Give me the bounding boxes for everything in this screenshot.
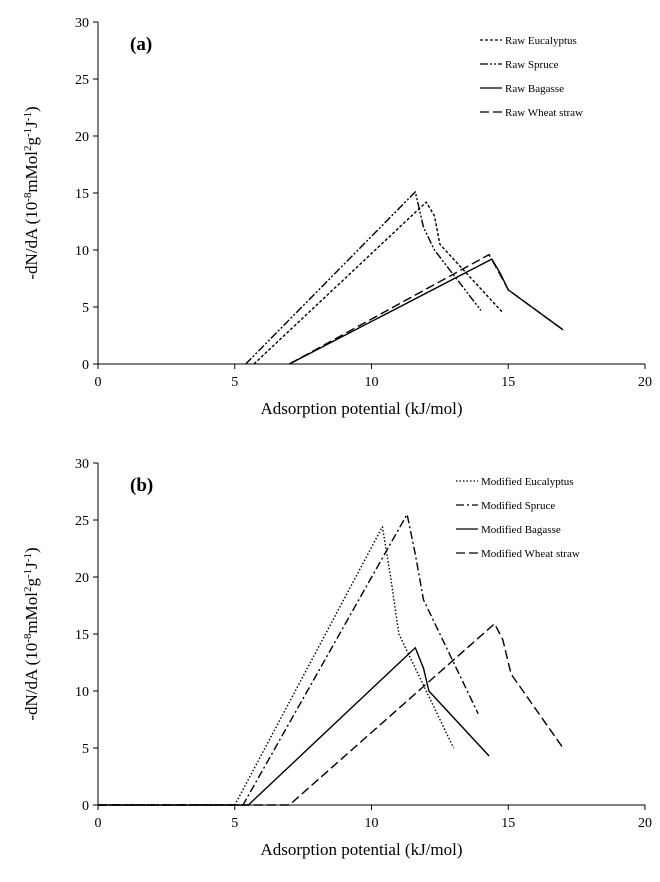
- y-axis-title-superscript: -1: [22, 553, 34, 562]
- series-line-modified-wheat-straw: [98, 623, 564, 806]
- series-line-modified-bagasse: [98, 647, 490, 806]
- panel-label: (a): [130, 34, 152, 55]
- y-axis-title-superscript: 2: [22, 586, 34, 592]
- x-axis-title: Adsorption potential (kJ/mol): [260, 840, 462, 859]
- y-axis-title-part: mMol: [22, 151, 41, 193]
- y-axis-title-superscript: -1: [22, 128, 34, 137]
- y-tick-label: 30: [75, 457, 89, 472]
- y-tick-label: 0: [82, 358, 89, 373]
- series-line-raw-wheat-straw: [289, 253, 564, 365]
- x-tick-label: 0: [95, 375, 102, 390]
- x-axis-title: Adsorption potential (kJ/mol): [260, 399, 462, 418]
- x-tick-label: 5: [231, 375, 238, 390]
- y-tick-label: 5: [82, 301, 89, 316]
- y-axis-title-part: g: [22, 136, 41, 145]
- series-line-raw-eucalyptus: [253, 201, 504, 365]
- y-axis-title-part: -dN/dA (10: [22, 202, 41, 280]
- y-axis-title-part: J: [22, 562, 41, 569]
- series-line-raw-bagasse: [289, 258, 564, 365]
- y-axis-title-part: mMol: [22, 592, 41, 634]
- x-tick-label: 20: [638, 375, 652, 390]
- y-axis-title-superscript: 2: [22, 145, 34, 151]
- legend-entry-label: Modified Eucalyptus: [481, 476, 574, 488]
- y-axis-title-part: ): [22, 547, 41, 553]
- y-axis-title-part: -dN/dA (10: [22, 643, 41, 721]
- y-axis-title-part: ): [22, 106, 41, 112]
- y-tick-label: 10: [75, 244, 89, 259]
- legend-entry-label: Modified Wheat straw: [481, 548, 580, 560]
- chart-panel-a: 0 5 10 15 20 25 30 0 5 10 15 20 Adsorption potential…: [22, 16, 652, 418]
- y-axis-title-part: g: [22, 577, 41, 586]
- x-tick-label: 15: [501, 816, 515, 831]
- x-tick-label: 20: [638, 816, 652, 831]
- series-line-modified-eucalyptus: [98, 526, 455, 806]
- y-tick-label: 20: [75, 130, 89, 145]
- legend-entry-label: Raw Bagasse: [505, 83, 564, 95]
- x-tick-label: 15: [501, 375, 515, 390]
- panel-label: (b): [130, 475, 153, 496]
- y-tick-label: 20: [75, 571, 89, 586]
- series-line-raw-spruce: [245, 191, 482, 365]
- y-axis-title-superscript: -8: [22, 633, 34, 643]
- legend-entry-label: Raw Eucalyptus: [505, 35, 577, 47]
- y-tick-label: 25: [75, 514, 89, 529]
- legend-entry-label: Raw Wheat straw: [505, 107, 583, 119]
- x-tick-label: 10: [365, 816, 379, 831]
- x-tick-label: 10: [365, 375, 379, 390]
- legend-entry-label: Modified Spruce: [481, 500, 555, 512]
- y-tick-label: 30: [75, 16, 89, 31]
- y-axis-title-superscript: -1: [22, 112, 34, 121]
- y-axis-title-superscript: -1: [22, 569, 34, 578]
- y-tick-label: 0: [82, 799, 89, 814]
- series-line-modified-spruce: [98, 513, 479, 806]
- y-axis-title-part: J: [22, 121, 41, 128]
- y-tick-label: 5: [82, 742, 89, 757]
- chart-panel-b: 0 5 10 15 20 25 30 0 5 10 15 20 Adsorption potential…: [22, 457, 652, 859]
- y-tick-label: 25: [75, 73, 89, 88]
- y-tick-label: 15: [75, 628, 89, 643]
- y-axis-title: -dN/dA (10-8mMol2g-1J-1): [22, 106, 41, 279]
- legend-entry-label: Modified Bagasse: [481, 524, 561, 536]
- legend-entry-label: Raw Spruce: [505, 59, 559, 71]
- y-tick-label: 15: [75, 187, 89, 202]
- y-axis-title: -dN/dA (10-8mMol2g-1J-1): [22, 547, 41, 720]
- x-tick-label: 5: [231, 816, 238, 831]
- x-tick-label: 0: [95, 816, 102, 831]
- y-tick-label: 10: [75, 685, 89, 700]
- y-axis-title-superscript: -8: [22, 192, 34, 202]
